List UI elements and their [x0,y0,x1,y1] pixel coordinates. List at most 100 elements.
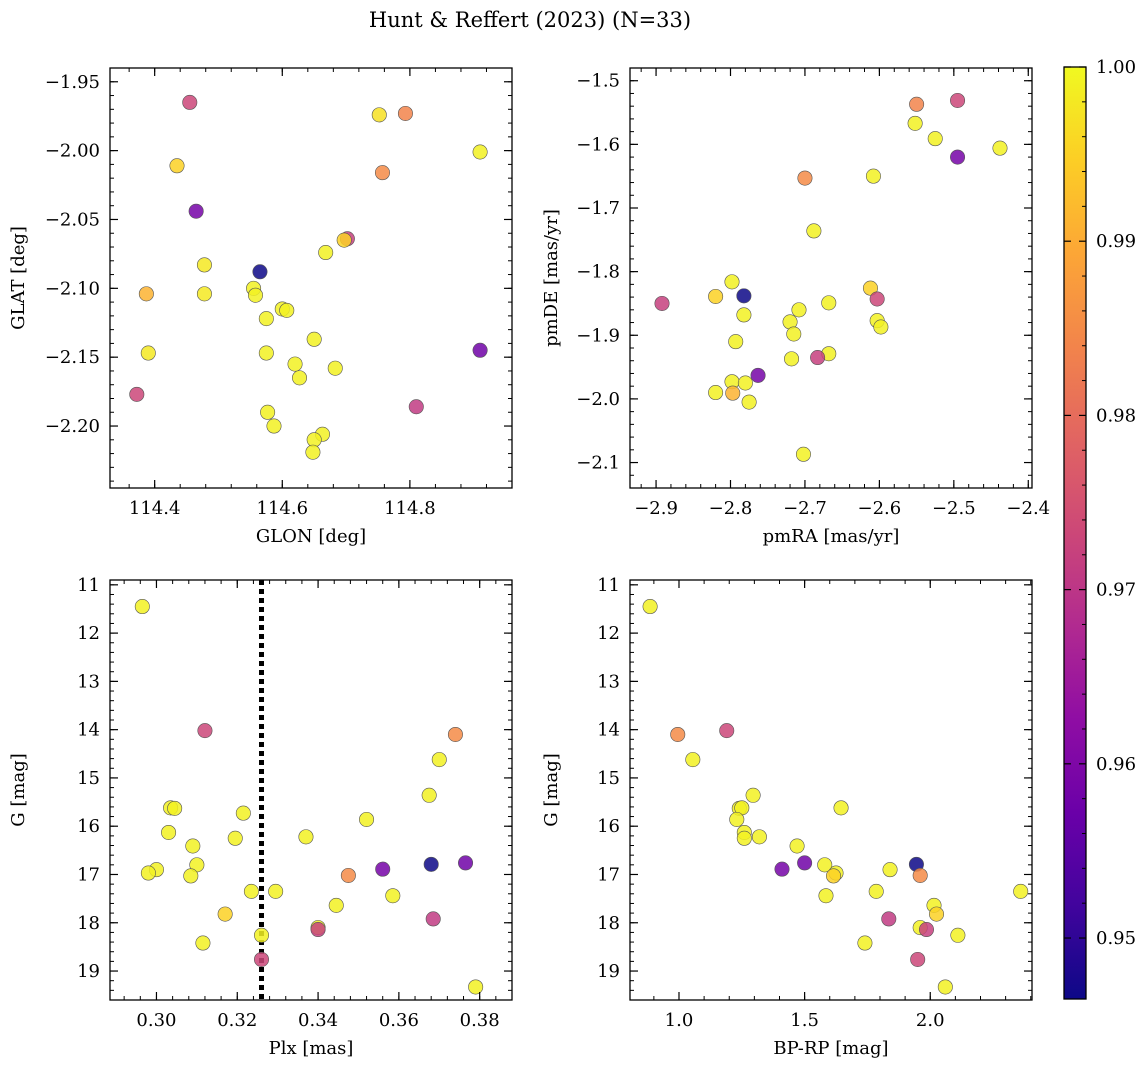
x-tick-label: 0.38 [460,1010,500,1031]
scatter-point [258,345,274,361]
scatter-point [810,350,826,366]
y-tick-label: −2.10 [45,278,100,299]
scatter-point [950,149,966,165]
scatter-point [134,599,150,615]
scatter-point [950,927,966,943]
x-tick-label: 2.0 [916,1010,945,1031]
y-axis-label: pmDE [mas/yr] [541,209,562,347]
y-tick-label: −2.20 [45,416,100,437]
scatter-point [188,203,204,219]
scatter-point [685,752,701,768]
y-tick-label: 13 [77,671,100,692]
scatter-point [138,286,154,302]
scatter-point [719,723,735,739]
scatter-point [736,830,752,846]
scatter-point [327,360,343,376]
x-axis-label: GLON [deg] [256,526,366,547]
x-tick-label: −2.7 [783,498,827,519]
x-tick-label: 114.4 [129,498,181,519]
scatter-point [252,264,268,280]
scatter-points [642,599,1029,995]
scatter-point [447,726,463,742]
scatter-point [195,935,211,951]
y-tick-label: 12 [77,623,100,644]
scatter-point [736,307,752,323]
scatter-point [279,302,295,318]
scatter-point [724,274,740,290]
scatter-point [385,888,401,904]
scatter-point [336,232,352,248]
colorbar-tick-label: 0.96 [1096,754,1136,775]
scatter-point [423,856,439,872]
scatter-point [306,331,322,347]
scatter-point [868,883,884,899]
scatter-point [183,868,199,884]
x-axis-label: Plx [mas] [269,1038,354,1059]
scatter-point [708,385,724,401]
y-tick-label: 15 [597,768,620,789]
scatter-point [774,861,790,877]
scatter-point [161,824,177,840]
scatter-point [129,386,145,402]
colorbar-tick-label: 0.95 [1096,928,1136,949]
scatter-points [654,92,1008,462]
scatter-point [254,927,270,943]
x-tick-label: 1.0 [665,1010,694,1031]
y-axis-label: G [mag] [8,753,29,826]
scatter-point [217,906,233,922]
scatter-point [260,404,276,420]
y-tick-label: 14 [77,720,100,741]
scatter-point [140,865,156,881]
scatter-point [140,345,156,361]
scatter-point [912,867,928,883]
scatter-point [741,394,757,410]
scatter-point [869,291,885,307]
scatter-point [375,861,391,877]
scatter-point [728,334,744,350]
y-tick-label: 13 [597,671,620,692]
axes-frame [629,579,1033,1001]
scatter-point [167,800,183,816]
y-tick-label: 19 [77,961,100,982]
colorbar-tick-label: 0.98 [1096,405,1136,426]
scatter-point [797,170,813,186]
x-tick-label: −2.6 [858,498,902,519]
x-tick-label: 0.34 [298,1010,338,1031]
scatter-point [857,935,873,951]
scatter-point [196,257,212,273]
y-tick-label: 17 [77,864,100,885]
scatter-point [197,723,213,739]
scatter-point [196,286,212,302]
y-tick-label: 16 [597,816,620,837]
axes-frame [629,67,1033,489]
y-tick-label: −2.05 [45,209,100,230]
scatter-point [169,158,185,174]
scatter-point [865,168,881,184]
y-tick-label: 19 [597,961,620,982]
figure-title: Hunt & Reffert (2023) (N=33) [369,8,691,32]
panel-1: 114.4 114.6 114.8 −1.95 −2.00 −2.05 −2.10 −2.15… [8,67,513,547]
scatter-point [992,140,1008,156]
scatter-point [654,295,670,311]
colorbar: 0.95 0.96 0.97 0.98 0.99 1.00 [1063,57,1136,1000]
x-tick-label: 114.6 [257,498,309,519]
x-tick-label: 114.8 [384,498,436,519]
scatter-point [817,857,833,873]
scatter-point [736,288,752,304]
scatter-point [821,295,837,311]
scatter-point [266,418,282,434]
scatter-point [328,897,344,913]
scatter-point [305,444,321,460]
scatter-point [909,96,925,112]
y-tick-label: −2.15 [45,347,100,368]
scatter-point [881,911,897,927]
scatter-point [359,811,375,827]
scatter-point [472,144,488,160]
scatter-point [371,107,387,123]
y-tick-label: −2.00 [45,141,100,162]
scatter-point [806,223,822,239]
axes-frame [109,579,513,1001]
scatter-point [258,311,274,327]
scatter-point [182,94,198,110]
scatter-point [873,319,889,335]
